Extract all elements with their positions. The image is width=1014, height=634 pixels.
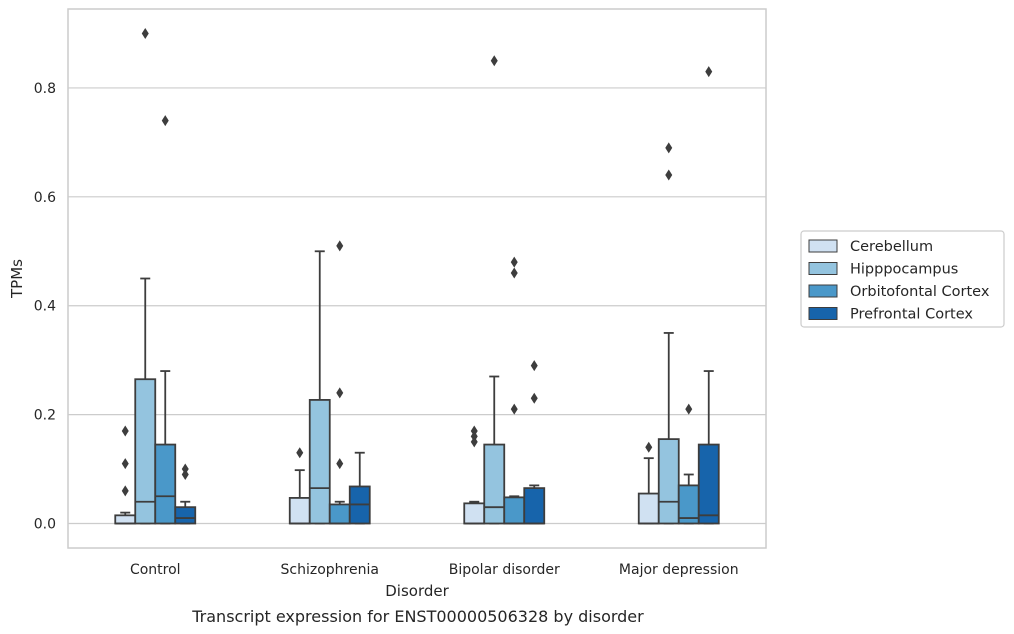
outlier-point xyxy=(685,403,693,415)
x-tick-label: Control xyxy=(130,562,181,578)
iqr-box xyxy=(174,506,197,525)
legend-swatch xyxy=(808,284,838,298)
plot-area-boxes xyxy=(114,28,720,525)
iqr-box xyxy=(328,503,351,525)
outlier-point xyxy=(336,240,344,252)
outlier-point xyxy=(470,436,478,448)
outlier-point xyxy=(336,458,344,470)
iqr-box xyxy=(463,502,486,525)
outlier-point xyxy=(121,458,129,470)
legend-label: Cerebellum xyxy=(850,239,933,255)
iqr-box xyxy=(308,399,331,525)
x-tick-label: Major depression xyxy=(619,562,739,578)
iqr-box xyxy=(114,514,137,525)
box-orbitofontal-cortex xyxy=(328,240,351,525)
y-tick-label: 0.0 xyxy=(34,517,56,533)
iqr-box xyxy=(154,443,177,525)
outlier-point xyxy=(181,469,189,480)
iqr-box xyxy=(657,438,680,525)
y-tick-label: 0.8 xyxy=(34,81,56,97)
box-prefrontal-cortex xyxy=(697,66,720,525)
legend-label: Hipppocampus xyxy=(850,262,958,278)
legend-label: Orbitofontal Cortex xyxy=(850,284,990,300)
outlier-point xyxy=(665,169,673,181)
x-tick-label: Schizophrenia xyxy=(281,562,379,578)
iqr-box xyxy=(503,496,526,525)
legend-swatch xyxy=(808,262,838,275)
plot-frame xyxy=(67,8,767,549)
outlier-point xyxy=(510,267,518,279)
legend-swatch xyxy=(808,239,838,253)
y-axis-label: TPMs xyxy=(8,259,26,299)
iqr-box xyxy=(697,443,720,525)
y-tick-label: 0.4 xyxy=(34,299,56,315)
box-hipppocampus xyxy=(657,142,680,525)
outlier-point xyxy=(665,142,673,154)
outlier-point xyxy=(510,403,518,415)
box-prefrontal-cortex xyxy=(348,451,371,525)
x-tick-labels: Control Schizophrenia Bipolar disorder Majo… xyxy=(130,562,739,578)
outlier-point xyxy=(336,387,344,399)
box-hipppocampus xyxy=(483,55,506,525)
legend-swatch xyxy=(808,307,838,320)
box-orbitofontal-cortex xyxy=(677,403,700,525)
outlier-point xyxy=(530,360,538,372)
x-tick-label: Bipolar disorder xyxy=(449,562,560,578)
y-tick-label: 0.2 xyxy=(34,408,56,424)
iqr-box xyxy=(288,497,311,525)
outlier-point xyxy=(510,256,518,268)
box-cerebellum xyxy=(114,425,137,525)
box-hipppocampus xyxy=(308,250,331,525)
legend-frame xyxy=(800,230,1005,328)
chart-caption: Transcript expression for ENST0000050632… xyxy=(191,607,644,626)
box-cerebellum xyxy=(463,425,486,525)
y-tick-labels: 0.0 0.2 0.4 0.6 0.8 xyxy=(34,81,56,533)
iqr-box xyxy=(637,492,660,525)
outlier-point xyxy=(530,392,538,404)
outlier-point xyxy=(490,55,498,67)
box-prefrontal-cortex xyxy=(523,360,546,525)
outlier-point xyxy=(645,441,653,453)
outlier-point xyxy=(296,447,304,459)
outlier-point xyxy=(121,425,129,437)
outlier-point xyxy=(141,28,149,39)
outlier-point xyxy=(161,115,169,127)
box-cerebellum xyxy=(288,447,311,525)
iqr-box xyxy=(483,443,506,525)
outlier-point xyxy=(705,66,713,78)
box-orbitofontal-cortex xyxy=(154,115,177,525)
box-orbitofontal-cortex xyxy=(503,256,526,525)
iqr-box xyxy=(523,487,546,525)
box-hipppocampus xyxy=(134,28,157,525)
legend: Cerebellum Hipppocampus Orbitofontal Corte… xyxy=(800,230,1005,328)
x-axis-label: Disorder xyxy=(385,582,449,600)
y-tick-label: 0.6 xyxy=(34,190,56,206)
box-prefrontal-cortex xyxy=(174,463,197,525)
outlier-point xyxy=(121,485,129,497)
legend-label: Prefrontal Cortex xyxy=(850,307,973,323)
